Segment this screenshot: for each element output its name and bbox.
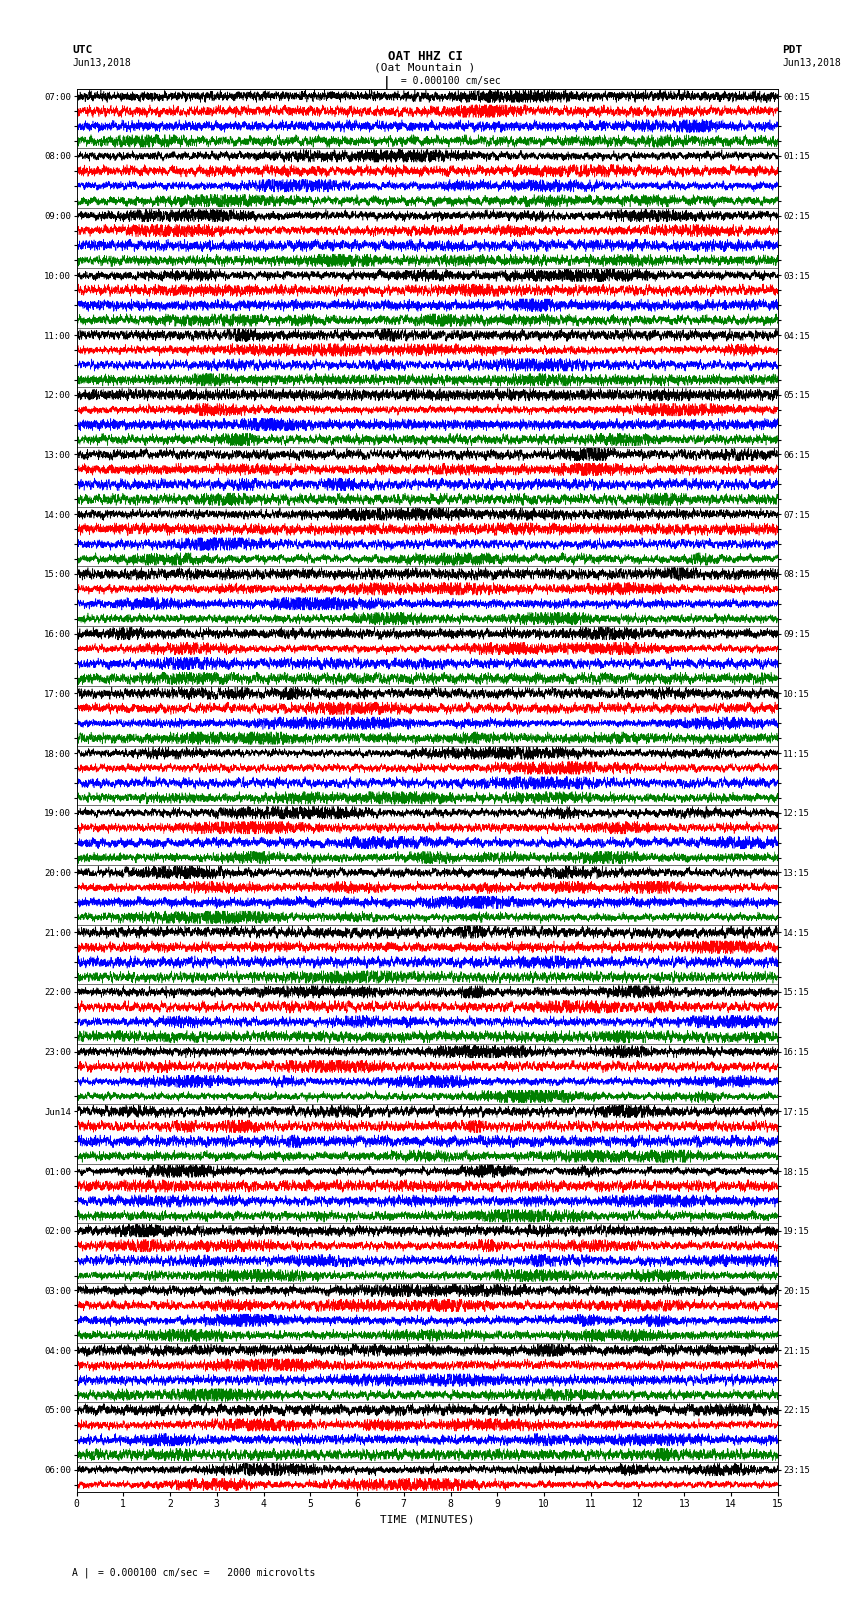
Text: A |: A | (72, 1566, 90, 1578)
Text: |: | (383, 76, 390, 89)
Text: PDT: PDT (782, 45, 802, 55)
Text: UTC: UTC (72, 45, 93, 55)
Text: (Oat Mountain ): (Oat Mountain ) (374, 63, 476, 73)
Text: Jun13,2018: Jun13,2018 (72, 58, 131, 68)
Text: Jun13,2018: Jun13,2018 (782, 58, 841, 68)
Text: = 0.000100 cm/sec: = 0.000100 cm/sec (395, 76, 501, 85)
Text: OAT HHZ CI: OAT HHZ CI (388, 50, 462, 63)
X-axis label: TIME (MINUTES): TIME (MINUTES) (380, 1515, 474, 1524)
Text: = 0.000100 cm/sec =   2000 microvolts: = 0.000100 cm/sec = 2000 microvolts (98, 1568, 315, 1578)
